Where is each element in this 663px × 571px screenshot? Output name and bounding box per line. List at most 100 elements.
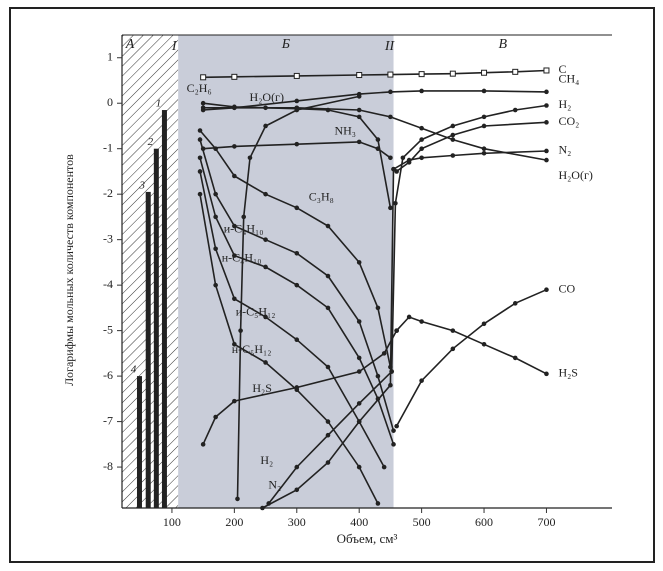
- y-tick-label: -6: [103, 368, 113, 382]
- point: [294, 205, 300, 211]
- point: [356, 139, 362, 145]
- y-tick-label: 1: [107, 49, 113, 63]
- point: [406, 314, 412, 320]
- point: [325, 419, 331, 424]
- point: [356, 72, 363, 79]
- point: [481, 88, 487, 94]
- region-label: В: [498, 37, 507, 52]
- point: [325, 364, 331, 370]
- series-line: [203, 69, 547, 79]
- point: [544, 89, 549, 95]
- point: [481, 341, 487, 347]
- point: [481, 150, 487, 156]
- point: [263, 314, 268, 320]
- series-line: [396, 316, 547, 375]
- series-label: CO₂: [558, 114, 579, 128]
- point: [356, 401, 362, 406]
- point: [200, 100, 206, 106]
- point: [325, 107, 331, 113]
- y-tick-label: -1: [103, 140, 113, 154]
- series-label: C₃H₈: [309, 190, 334, 204]
- point: [241, 214, 247, 220]
- series-label: н-C₄H₁₀: [222, 251, 262, 265]
- point: [419, 146, 424, 152]
- point: [391, 166, 396, 172]
- point: [388, 114, 393, 120]
- point: [512, 68, 519, 75]
- point: [481, 123, 487, 129]
- point: [544, 157, 549, 163]
- point: [294, 337, 300, 343]
- bar: [161, 110, 167, 508]
- point: [325, 432, 331, 438]
- point: [419, 378, 424, 383]
- point: [213, 282, 218, 288]
- point: [263, 237, 268, 242]
- point: [294, 98, 300, 104]
- point: [238, 328, 243, 333]
- y-tick-label: -3: [103, 231, 113, 245]
- point: [200, 74, 207, 81]
- point: [263, 191, 268, 197]
- bar-label: 4: [131, 364, 137, 376]
- point: [419, 125, 424, 131]
- point: [391, 442, 396, 447]
- series-line: [390, 104, 547, 372]
- frame: [9, 7, 655, 563]
- point: [232, 296, 237, 302]
- point: [294, 251, 300, 256]
- point: [388, 155, 393, 161]
- series-label: C: [558, 62, 566, 76]
- point: [481, 146, 487, 152]
- bar: [153, 148, 159, 509]
- point: [294, 282, 300, 288]
- point: [294, 385, 300, 390]
- point: [356, 355, 362, 361]
- series-label: CO: [558, 281, 575, 295]
- bar-label: 3: [138, 179, 145, 191]
- series-line: [199, 194, 379, 504]
- point: [356, 464, 362, 470]
- point: [356, 107, 362, 113]
- point: [232, 341, 237, 347]
- point: [200, 442, 206, 447]
- point: [512, 301, 518, 306]
- point: [356, 94, 362, 99]
- point: [294, 487, 300, 493]
- point: [325, 273, 331, 279]
- point: [450, 346, 456, 352]
- boundary-label: I: [171, 39, 178, 54]
- point: [375, 501, 381, 506]
- y-tick-label: -4: [103, 277, 113, 291]
- point: [232, 144, 237, 149]
- point: [418, 71, 425, 78]
- x-tick-label: 100: [163, 515, 181, 529]
- point: [544, 287, 549, 292]
- x-axis-label: Объем, см³: [337, 531, 398, 546]
- bar: [145, 191, 151, 508]
- point: [450, 153, 456, 158]
- point: [394, 423, 399, 429]
- series-line: [396, 121, 547, 173]
- point: [450, 328, 456, 333]
- point: [197, 128, 203, 133]
- point: [197, 191, 203, 197]
- series-label: NH₃: [334, 124, 356, 138]
- point: [293, 72, 300, 79]
- point: [232, 173, 237, 179]
- y-tick-label: -2: [103, 186, 113, 200]
- x-tick-label: 600: [475, 515, 493, 529]
- series-label: H₂O(г): [250, 90, 284, 104]
- point: [213, 191, 218, 197]
- y-axis-label: Логарифмы мольных количеств компонентов: [62, 154, 76, 386]
- point: [375, 305, 381, 311]
- y-tick-label: -5: [103, 322, 113, 336]
- x-tick-label: 400: [350, 515, 368, 529]
- point: [419, 88, 424, 94]
- point: [232, 104, 237, 110]
- point: [449, 70, 456, 77]
- point: [391, 428, 396, 433]
- bar: [136, 376, 142, 508]
- series-line: [262, 169, 395, 509]
- point: [356, 369, 362, 374]
